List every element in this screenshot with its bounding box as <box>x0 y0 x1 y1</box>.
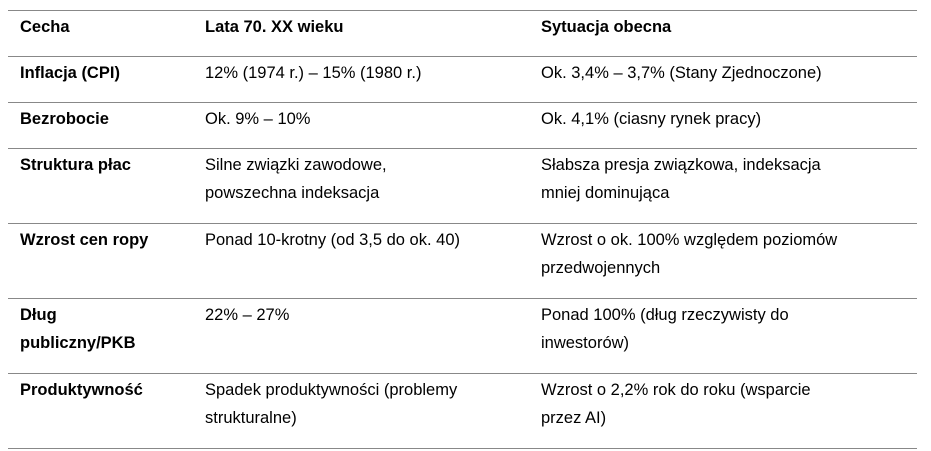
table-cell: Spadek produktywności (problemy struktura… <box>193 373 529 449</box>
cell-line: inwestorów) <box>541 334 630 352</box>
table-cell: Produktywność <box>8 373 193 449</box>
header-row: Cecha Lata 70. XX wieku Sytuacja obecna <box>8 10 917 57</box>
cell-line: Słabsza presja związkowa, indeksacja <box>541 156 821 174</box>
cell-line: Struktura płac <box>20 156 131 174</box>
cell-line: Spadek produktywności (problemy <box>205 381 458 399</box>
table-cell: Ok. 9% – 10% <box>193 102 529 149</box>
cell-line: Wzrost o ok. 100% względem poziomów <box>541 231 838 249</box>
cell-line: 12% (1974 r.) – 15% (1980 r.) <box>205 64 422 82</box>
cell-line: Bezrobocie <box>20 110 109 128</box>
cell-line: Dług <box>20 306 57 324</box>
cell-line: strukturalne) <box>205 409 297 427</box>
table-cell: 12% (1974 r.) – 15% (1980 r.) <box>193 56 529 103</box>
cell-line: Ok. 3,4% – 3,7% (Stany Zjednoczone) <box>541 64 822 82</box>
comparison-table: Cecha Lata 70. XX wieku Sytuacja obecna Inf… <box>8 10 917 449</box>
table-cell: Dług publiczny/PKB <box>8 298 193 374</box>
header-cell: Sytuacja obecna <box>529 10 917 57</box>
table-cell: Wzrost cen ropy <box>8 223 193 299</box>
table-cell: 22% – 27% <box>193 298 529 374</box>
table-cell: Bezrobocie <box>8 102 193 149</box>
cell-line: Ok. 9% – 10% <box>205 110 311 128</box>
cell-line: Produktywność <box>20 381 143 399</box>
table-cell: Ok. 3,4% – 3,7% (Stany Zjednoczone) <box>529 56 917 103</box>
table-row: Inflacja (CPI) 12% (1974 r.) – 15% (1980 … <box>8 56 917 103</box>
cell-line: 22% – 27% <box>205 306 290 324</box>
table-row: Bezrobocie Ok. 9% – 10% Ok. 4,1% (ciasny r… <box>8 102 917 149</box>
table-cell: Wzrost o 2,2% rok do roku (wsparcie przez… <box>529 373 917 449</box>
cell-line: Ponad 10-krotny (od 3,5 do ok. 40) <box>205 231 460 249</box>
table-cell: Inflacja (CPI) <box>8 56 193 103</box>
cell-line: Inflacja (CPI) <box>20 64 120 82</box>
table-body: Cecha Lata 70. XX wieku Sytuacja obecna Inf… <box>8 10 917 449</box>
table-cell: Silne związki zawodowe, powszechna indeks… <box>193 148 529 224</box>
cell-line: przedwojennych <box>541 259 661 277</box>
table-cell: Struktura płac <box>8 148 193 224</box>
table-cell: Ok. 4,1% (ciasny rynek pracy) <box>529 102 917 149</box>
cell-line: Wzrost o 2,2% rok do roku (wsparcie <box>541 381 811 399</box>
cell-line: Ponad 100% (dług rzeczywisty do <box>541 306 789 324</box>
table-row: Wzrost cen ropy Ponad 10-krotny (od 3,5 d… <box>8 223 917 299</box>
header-cell: Lata 70. XX wieku <box>193 10 529 57</box>
table-cell: Słabsza presja związkowa, indeksacja mnie… <box>529 148 917 224</box>
cell-line: Ok. 4,1% (ciasny rynek pracy) <box>541 110 762 128</box>
cell-line: powszechna indeksacja <box>205 184 380 202</box>
table-row: Produktywność Spadek produktywności (prob… <box>8 373 917 449</box>
cell-line: publiczny/PKB <box>20 334 136 352</box>
table-cell: Ponad 100% (dług rzeczywisty do inwestoró… <box>529 298 917 374</box>
header-cell: Cecha <box>8 10 193 57</box>
cell-line: przez AI) <box>541 409 607 427</box>
table-row: Dług publiczny/PKB 22% – 27% Ponad 100% (dł… <box>8 298 917 374</box>
table-cell: Wzrost o ok. 100% względem poziomów przed… <box>529 223 917 299</box>
cell-line: Wzrost cen ropy <box>20 231 149 249</box>
table-row: Struktura płac Silne związki zawodowe, pow… <box>8 148 917 224</box>
cell-line: Silne związki zawodowe, <box>205 156 387 174</box>
cell-line: mniej dominująca <box>541 184 670 202</box>
table-cell: Ponad 10-krotny (od 3,5 do ok. 40) <box>193 223 529 299</box>
